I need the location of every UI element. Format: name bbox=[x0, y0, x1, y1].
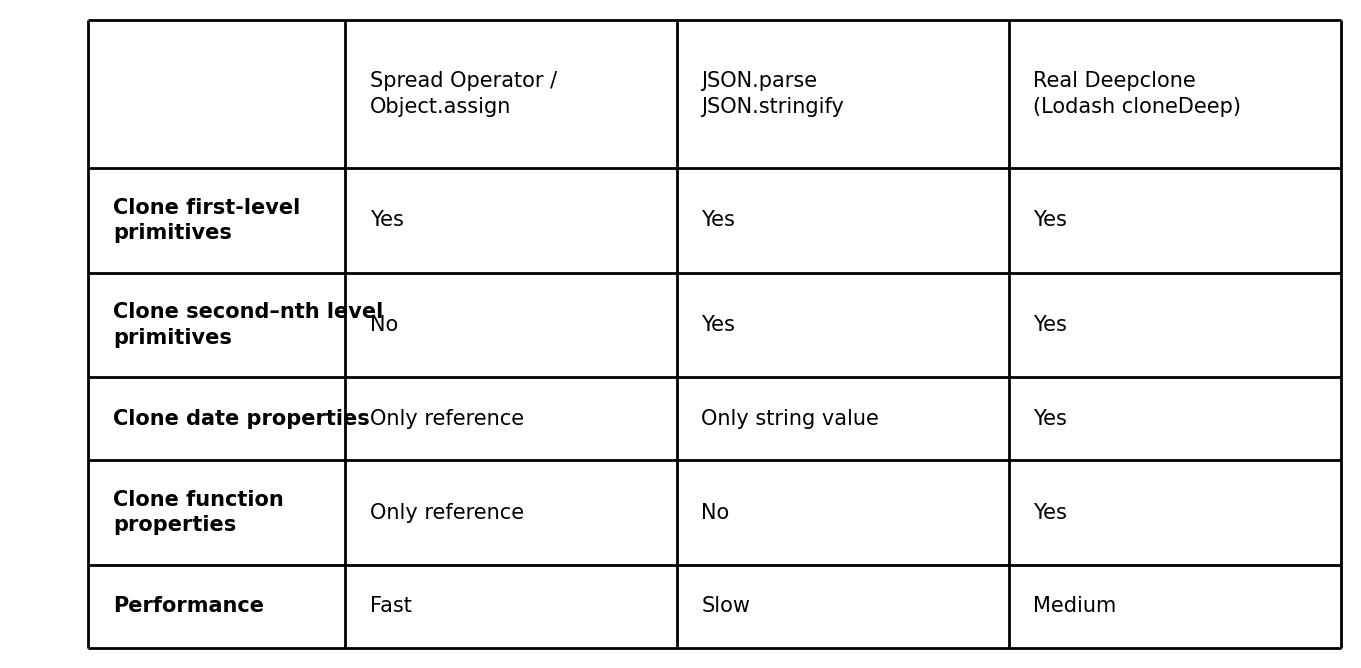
Text: No: No bbox=[701, 502, 729, 522]
Text: Yes: Yes bbox=[1033, 210, 1067, 230]
Text: Only string value: Only string value bbox=[701, 409, 879, 429]
Text: Yes: Yes bbox=[701, 315, 735, 335]
Text: Clone function
properties: Clone function properties bbox=[113, 490, 283, 536]
Text: Medium: Medium bbox=[1033, 597, 1116, 617]
Text: Yes: Yes bbox=[1033, 315, 1067, 335]
Text: Slow: Slow bbox=[701, 597, 750, 617]
Text: Yes: Yes bbox=[370, 210, 403, 230]
Text: Yes: Yes bbox=[701, 210, 735, 230]
Text: Clone first-level
primitives: Clone first-level primitives bbox=[113, 198, 301, 243]
Text: Clone second–nth level
primitives: Clone second–nth level primitives bbox=[113, 302, 384, 348]
Text: Yes: Yes bbox=[1033, 409, 1067, 429]
Text: Only reference: Only reference bbox=[370, 502, 524, 522]
Text: Only reference: Only reference bbox=[370, 409, 524, 429]
Text: Fast: Fast bbox=[370, 597, 411, 617]
Text: No: No bbox=[370, 315, 397, 335]
Text: Yes: Yes bbox=[1033, 502, 1067, 522]
Text: Real Deepclone
(Lodash cloneDeep): Real Deepclone (Lodash cloneDeep) bbox=[1033, 71, 1241, 117]
Text: Performance: Performance bbox=[113, 597, 264, 617]
Text: Clone date properties: Clone date properties bbox=[113, 409, 370, 429]
Text: JSON.parse
JSON.stringify: JSON.parse JSON.stringify bbox=[701, 71, 844, 117]
Text: Spread Operator /
Object.assign: Spread Operator / Object.assign bbox=[370, 71, 557, 117]
